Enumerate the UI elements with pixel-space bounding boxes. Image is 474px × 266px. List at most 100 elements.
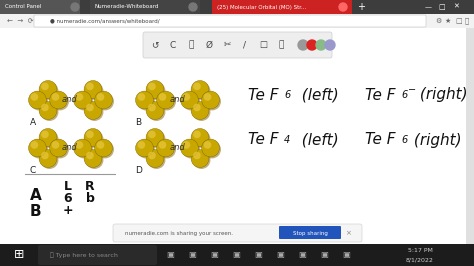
Ellipse shape — [191, 102, 209, 119]
Text: Stop sharing: Stop sharing — [292, 231, 328, 235]
Text: ▣: ▣ — [320, 251, 328, 260]
Ellipse shape — [28, 91, 46, 109]
Text: 4: 4 — [284, 135, 290, 145]
Text: D: D — [135, 166, 142, 175]
Circle shape — [325, 40, 335, 50]
Text: A: A — [30, 188, 42, 203]
Ellipse shape — [146, 102, 164, 119]
Ellipse shape — [84, 149, 102, 168]
FancyBboxPatch shape — [38, 245, 157, 265]
Text: ▣: ▣ — [276, 251, 284, 260]
Ellipse shape — [50, 91, 67, 109]
Circle shape — [71, 3, 79, 11]
Bar — [0, 244, 474, 266]
Text: ☐: ☐ — [259, 40, 267, 49]
Ellipse shape — [96, 93, 114, 110]
Ellipse shape — [182, 140, 200, 159]
Bar — [90, 0, 200, 14]
Ellipse shape — [204, 93, 211, 101]
Text: and: and — [62, 95, 78, 105]
Bar — [0, 244, 38, 266]
Ellipse shape — [158, 140, 176, 159]
Ellipse shape — [97, 141, 104, 149]
Text: B: B — [135, 118, 141, 127]
Text: 👤: 👤 — [465, 18, 469, 24]
Ellipse shape — [86, 82, 94, 90]
Text: C: C — [30, 166, 36, 175]
Text: Control Panel: Control Panel — [5, 5, 41, 10]
Ellipse shape — [203, 93, 221, 110]
Ellipse shape — [86, 82, 103, 100]
Ellipse shape — [50, 139, 67, 157]
Ellipse shape — [193, 152, 201, 159]
Ellipse shape — [73, 91, 91, 109]
Text: A: A — [30, 118, 36, 127]
Text: ★: ★ — [445, 18, 451, 24]
Ellipse shape — [193, 104, 201, 111]
Ellipse shape — [191, 81, 209, 98]
Ellipse shape — [84, 102, 102, 119]
Ellipse shape — [28, 139, 46, 157]
Text: Te F: Te F — [365, 88, 395, 102]
Ellipse shape — [52, 141, 59, 149]
Text: ▣: ▣ — [298, 251, 306, 260]
Ellipse shape — [191, 149, 209, 168]
Bar — [0, 14, 474, 28]
Ellipse shape — [146, 128, 164, 146]
Text: Numeradie-Whiteboard: Numeradie-Whiteboard — [95, 5, 159, 10]
Ellipse shape — [30, 93, 48, 110]
Ellipse shape — [159, 93, 166, 101]
Ellipse shape — [41, 131, 49, 138]
Ellipse shape — [182, 141, 190, 149]
FancyBboxPatch shape — [143, 32, 332, 58]
Ellipse shape — [181, 91, 199, 109]
Text: Te F: Te F — [365, 132, 395, 148]
Circle shape — [316, 40, 326, 50]
Text: −: − — [408, 85, 416, 95]
Text: (25) Molecular Orbital (MO) Str...: (25) Molecular Orbital (MO) Str... — [217, 5, 306, 10]
Ellipse shape — [204, 141, 211, 149]
Ellipse shape — [75, 93, 93, 110]
Ellipse shape — [147, 151, 165, 169]
Ellipse shape — [147, 103, 165, 121]
Text: /: / — [244, 40, 246, 49]
Text: ✂: ✂ — [223, 40, 231, 49]
Ellipse shape — [148, 104, 156, 111]
Bar — [0, 0, 80, 14]
Ellipse shape — [191, 128, 209, 146]
Ellipse shape — [137, 93, 145, 101]
Ellipse shape — [148, 131, 156, 138]
Text: ⌖: ⌖ — [188, 40, 194, 49]
Circle shape — [189, 3, 197, 11]
Text: Ø: Ø — [206, 40, 212, 49]
Text: ↺: ↺ — [151, 40, 159, 49]
Ellipse shape — [41, 82, 58, 100]
Ellipse shape — [39, 102, 57, 119]
Text: R: R — [85, 180, 95, 193]
Ellipse shape — [182, 93, 200, 110]
Text: ✕: ✕ — [453, 4, 459, 10]
Text: (left): (left) — [292, 88, 339, 102]
Text: ×: × — [345, 230, 351, 236]
Ellipse shape — [136, 139, 154, 157]
Text: +: + — [63, 204, 73, 217]
Text: ▣: ▣ — [254, 251, 262, 260]
Ellipse shape — [75, 93, 83, 101]
Text: ⊞: ⊞ — [14, 248, 24, 261]
Ellipse shape — [41, 151, 58, 169]
Text: Te F: Te F — [248, 88, 279, 102]
Ellipse shape — [159, 141, 166, 149]
Text: and: and — [62, 143, 78, 152]
Ellipse shape — [201, 139, 219, 157]
Text: 🔍 Type here to search: 🔍 Type here to search — [50, 252, 118, 258]
Text: numeradie.com is sharing your screen.: numeradie.com is sharing your screen. — [125, 231, 233, 235]
Ellipse shape — [86, 130, 103, 148]
Ellipse shape — [192, 103, 210, 121]
Ellipse shape — [84, 81, 102, 98]
Text: ⚙: ⚙ — [435, 18, 441, 24]
Text: (right): (right) — [415, 88, 468, 102]
Text: □: □ — [455, 18, 462, 24]
Ellipse shape — [73, 139, 91, 157]
Ellipse shape — [52, 93, 59, 101]
Ellipse shape — [156, 139, 174, 157]
